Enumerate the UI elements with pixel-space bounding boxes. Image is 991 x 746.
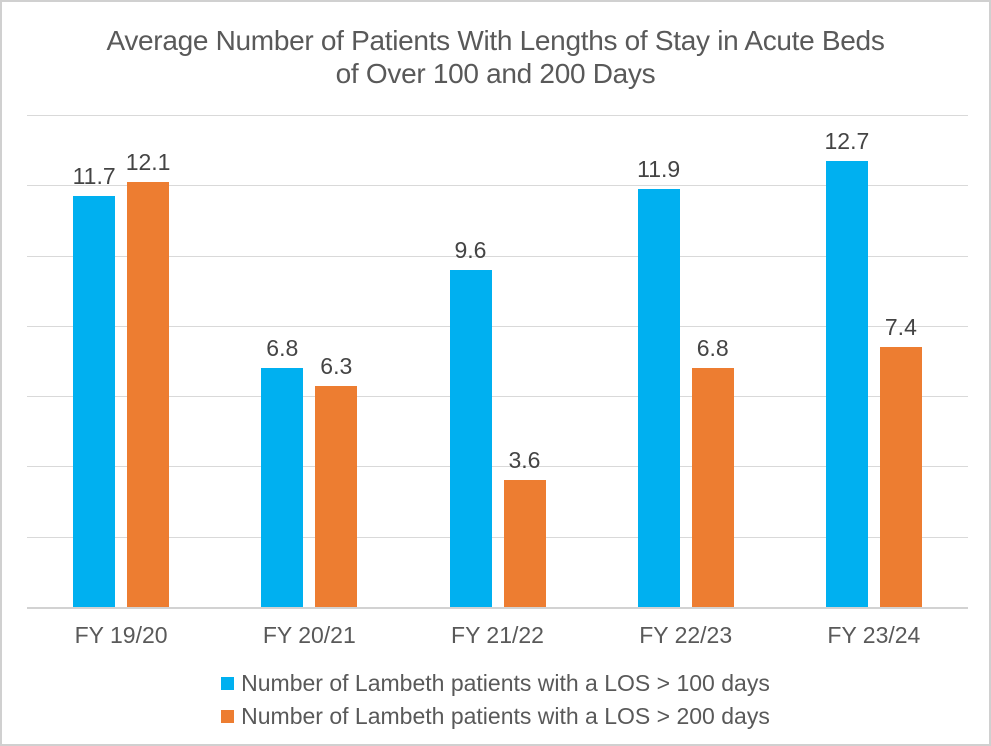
data-label-los-200-fy-21-22: 3.6: [508, 447, 541, 474]
gridline-4: [27, 466, 968, 468]
chart-title-line1: Average Number of Patients With Lengths …: [106, 25, 885, 56]
chart-title-line2: of Over 100 and 200 Days: [335, 58, 656, 89]
bar-los-200-fy-23-24: [879, 346, 922, 607]
data-label-los-100-fy-20-21: 6.8: [266, 335, 299, 362]
data-label-los-100-fy-19-20: 11.7: [72, 162, 116, 189]
gridline-6: [27, 396, 968, 398]
x-tick-label-fy-22-23: FY 22/23: [639, 622, 733, 648]
legend-item-los-100: Number of Lambeth patients with a LOS > …: [221, 668, 770, 698]
gridline-12: [27, 185, 968, 187]
bar-los-200-fy-20-21: [315, 385, 358, 607]
data-label-los-100-fy-22-23: 11.9: [637, 155, 681, 182]
gridline-14: [27, 115, 968, 116]
bar-los-100-fy-23-24: [825, 160, 868, 607]
bar-los-100-fy-20-21: [261, 368, 304, 607]
data-label-los-200-fy-20-21: 6.3: [320, 352, 353, 379]
chart-title: Average Number of Patients With Lengths …: [2, 24, 989, 90]
data-label-los-200-fy-22-23: 6.8: [696, 335, 729, 362]
bar-los-200-fy-19-20: [127, 181, 170, 607]
bar-los-200-fy-21-22: [503, 480, 546, 607]
gridline-2: [27, 536, 968, 538]
data-label-los-100-fy-23-24: 12.7: [824, 127, 870, 154]
legend-label: Number of Lambeth patients with a LOS > …: [241, 702, 770, 729]
x-axis-line: [27, 607, 968, 609]
bar-los-200-fy-22-23: [691, 368, 734, 607]
data-label-los-200-fy-23-24: 7.4: [884, 313, 917, 340]
bar-los-100-fy-21-22: [449, 269, 492, 607]
legend-label: Number of Lambeth patients with a LOS > …: [241, 669, 770, 696]
x-tick-label-fy-23-24: FY 23/24: [827, 622, 921, 648]
legend-item-los-200: Number of Lambeth patients with a LOS > …: [221, 701, 770, 731]
bar-los-100-fy-22-23: [637, 188, 680, 607]
x-tick-label-fy-20-21: FY 20/21: [262, 622, 356, 648]
data-label-los-200-fy-19-20: 12.1: [125, 148, 171, 175]
legend: Number of Lambeth patients with a LOS > …: [2, 668, 989, 731]
x-tick-label-fy-21-22: FY 21/22: [451, 622, 544, 648]
gridline-8: [27, 325, 968, 327]
bar-los-100-fy-19-20: [73, 195, 116, 607]
legend-swatch-icon: [221, 709, 235, 723]
legend-swatch-icon: [221, 676, 235, 690]
data-label-los-100-fy-21-22: 9.6: [454, 236, 487, 263]
gridline-10: [27, 255, 968, 257]
x-tick-label-fy-19-20: FY 19/20: [74, 622, 168, 648]
